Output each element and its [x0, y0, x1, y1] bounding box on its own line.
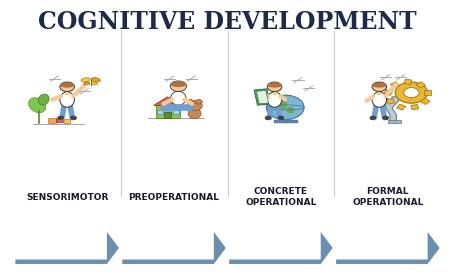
Text: 2 - 7 YEARS: 2 - 7 YEARS [141, 244, 195, 253]
Ellipse shape [60, 83, 75, 88]
Text: CONCRETE
OPERATIONAL: CONCRETE OPERATIONAL [245, 187, 317, 207]
Ellipse shape [81, 78, 90, 82]
Ellipse shape [84, 82, 90, 85]
Text: PREOPERATIONAL: PREOPERATIONAL [129, 193, 220, 202]
Bar [173, 110, 179, 114]
Bar [164, 112, 171, 118]
Bar [386, 99, 395, 104]
Circle shape [170, 81, 187, 92]
Polygon shape [122, 232, 226, 264]
Ellipse shape [372, 83, 387, 88]
Polygon shape [153, 97, 182, 106]
Ellipse shape [91, 78, 101, 82]
Ellipse shape [188, 108, 201, 119]
Ellipse shape [29, 98, 46, 113]
Polygon shape [336, 232, 440, 264]
Ellipse shape [267, 92, 282, 107]
Ellipse shape [38, 94, 49, 105]
Bar [390, 82, 400, 88]
Circle shape [372, 82, 387, 92]
Text: BIRTH - 2 YEARS: BIRTH - 2 YEARS [23, 244, 100, 253]
Circle shape [187, 101, 202, 111]
Text: COGNITIVE DEVELOPMENT: COGNITIVE DEVELOPMENT [38, 10, 417, 34]
Text: 12 YEARS ONWARD: 12 YEARS ONWARD [336, 244, 427, 253]
Bar [411, 104, 419, 110]
Ellipse shape [91, 82, 98, 85]
Bar [254, 89, 270, 105]
Bar [420, 98, 430, 104]
Bar [388, 120, 401, 123]
Text: SENSORIMOTOR: SENSORIMOTOR [26, 193, 108, 202]
Polygon shape [229, 232, 333, 264]
Ellipse shape [60, 92, 75, 107]
Text: 7 - 12 YEARS: 7 - 12 YEARS [245, 244, 305, 253]
Ellipse shape [372, 92, 387, 107]
Ellipse shape [275, 100, 287, 111]
Bar [424, 90, 431, 95]
Circle shape [187, 100, 194, 104]
Circle shape [267, 82, 282, 92]
Text: FORMAL
OPERATIONAL: FORMAL OPERATIONAL [352, 187, 424, 207]
Circle shape [395, 82, 428, 103]
Bar [157, 110, 162, 114]
Ellipse shape [267, 83, 282, 88]
Bar [396, 104, 406, 110]
Bar [404, 79, 412, 85]
Bar [156, 106, 180, 118]
Ellipse shape [287, 107, 294, 114]
Circle shape [267, 95, 304, 120]
Bar [384, 90, 393, 95]
Ellipse shape [170, 81, 187, 87]
Polygon shape [386, 97, 399, 122]
Bar [56, 118, 63, 122]
Ellipse shape [171, 91, 186, 105]
Circle shape [404, 88, 419, 98]
Circle shape [196, 100, 202, 104]
Bar [416, 82, 425, 88]
Bar [257, 90, 268, 104]
Circle shape [60, 82, 75, 92]
Polygon shape [15, 232, 119, 264]
Bar [48, 118, 56, 123]
Bar [64, 119, 70, 123]
